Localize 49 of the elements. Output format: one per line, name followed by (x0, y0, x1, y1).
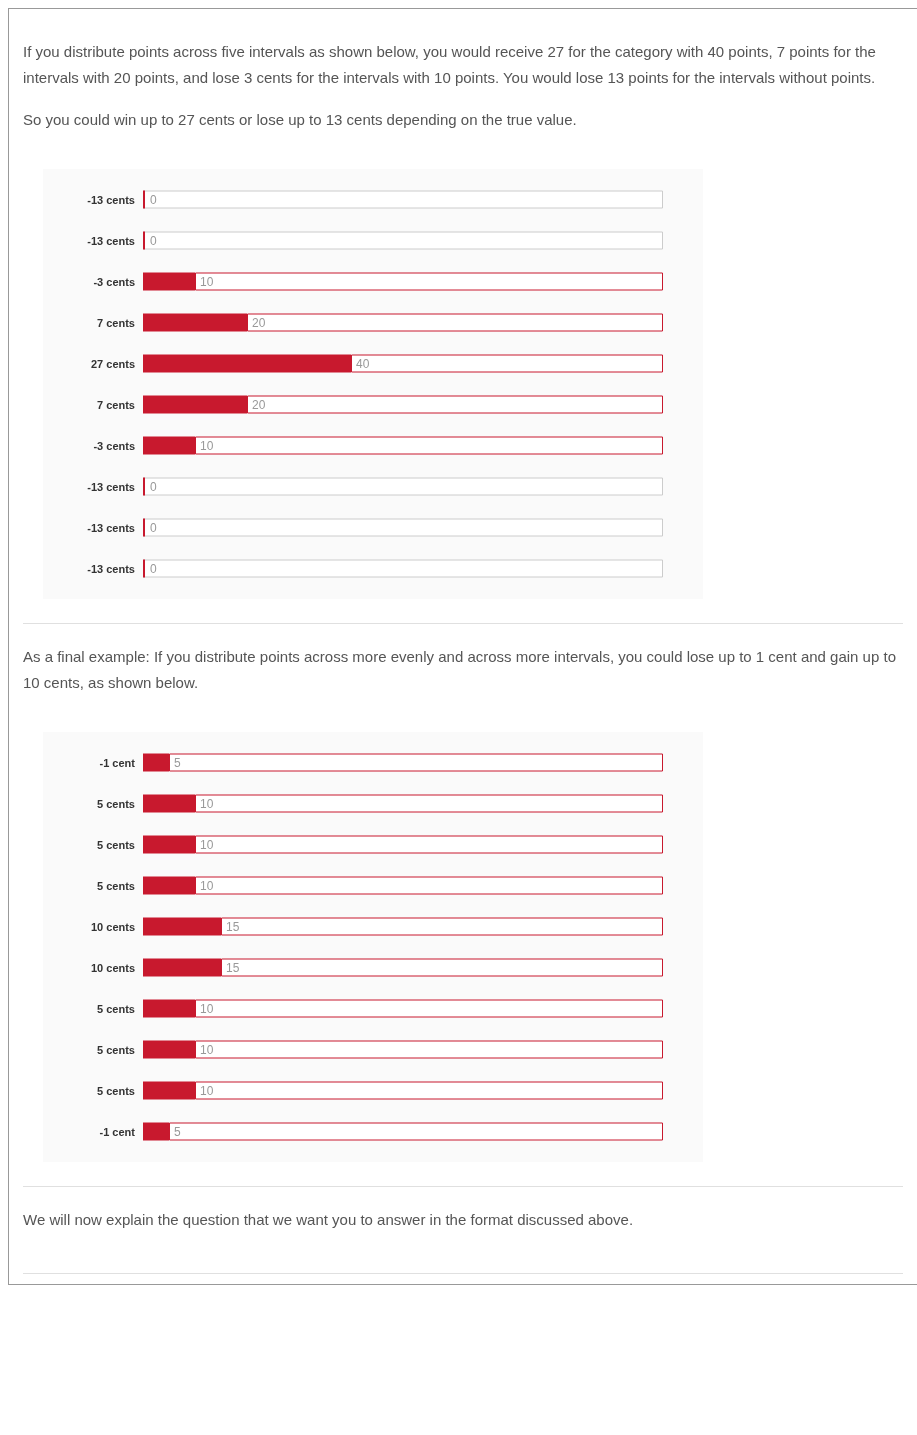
data-label: 20 (252, 397, 266, 412)
data-label: 15 (226, 960, 240, 975)
y-tick-label: -13 cents (87, 562, 135, 575)
y-tick-label: 10 cents (90, 961, 135, 974)
bar (143, 518, 663, 537)
data-label: 10 (200, 796, 214, 811)
y-tick-label: -3 cents (93, 275, 135, 288)
y-tick-label: 7 cents (97, 316, 135, 329)
data-label: 10 (200, 1001, 214, 1016)
y-tick-label: 7 cents (97, 398, 135, 411)
bar (143, 231, 663, 250)
y-tick-label: 27 cents (90, 357, 135, 370)
data-label: 0 (150, 561, 157, 576)
data-label: 10 (200, 438, 214, 453)
data-label: 20 (252, 315, 266, 330)
data-label: 10 (200, 837, 214, 852)
bar (143, 559, 663, 578)
data-label: 15 (226, 919, 240, 934)
y-tick-label: -13 cents (87, 521, 135, 534)
bar (143, 477, 663, 496)
y-tick-label: 5 cents (97, 1043, 135, 1056)
y-tick-label: -1 cent (99, 1125, 136, 1138)
data-label: 5 (174, 755, 181, 770)
data-label: 40 (356, 356, 370, 371)
y-tick-label: 10 cents (90, 920, 135, 933)
data-label: 5 (174, 1124, 181, 1139)
y-tick-label: -13 cents (87, 234, 135, 247)
data-label: 10 (200, 1042, 214, 1057)
text: As a final example: If you distribute points across more evenly and across more intervals, you could lose up to 1 cent and gain up to 10 cents, as shown below. (23, 647, 897, 693)
y-tick-label: -1 cent (99, 756, 136, 769)
text: If you distribute points across five intervals as shown below, you would receive 27 for the category with 40 points, 7 points for the intervals with 20 points, and lose 3 cents for the intervals with 10 points. You would lose 13 points for the intervals without points. (23, 42, 877, 88)
y-tick-label: 5 cents (97, 879, 135, 892)
y-tick-label: -13 cents (87, 480, 135, 493)
y-tick-label: 5 cents (97, 1084, 135, 1097)
y-tick-label: -3 cents (93, 439, 135, 452)
text: So you could win up to 27 cents or lose up to 13 cents depending on the true value. (23, 110, 578, 130)
data-label: 0 (150, 479, 157, 494)
y-tick-label: -13 cents (87, 193, 135, 206)
data-label: 0 (150, 192, 157, 207)
data-label: 10 (200, 274, 214, 289)
data-label: 10 (200, 1083, 214, 1098)
y-tick-label: 5 cents (97, 797, 135, 810)
y-tick-label: 5 cents (97, 1002, 135, 1015)
data-label: 0 (150, 233, 157, 248)
text: We will now explain the question that we want you to answer in the format discussed above. (23, 1210, 635, 1230)
data-label: 0 (150, 520, 157, 535)
data-label: 10 (200, 878, 214, 893)
y-tick-label: 5 cents (97, 838, 135, 851)
bar (143, 190, 663, 209)
